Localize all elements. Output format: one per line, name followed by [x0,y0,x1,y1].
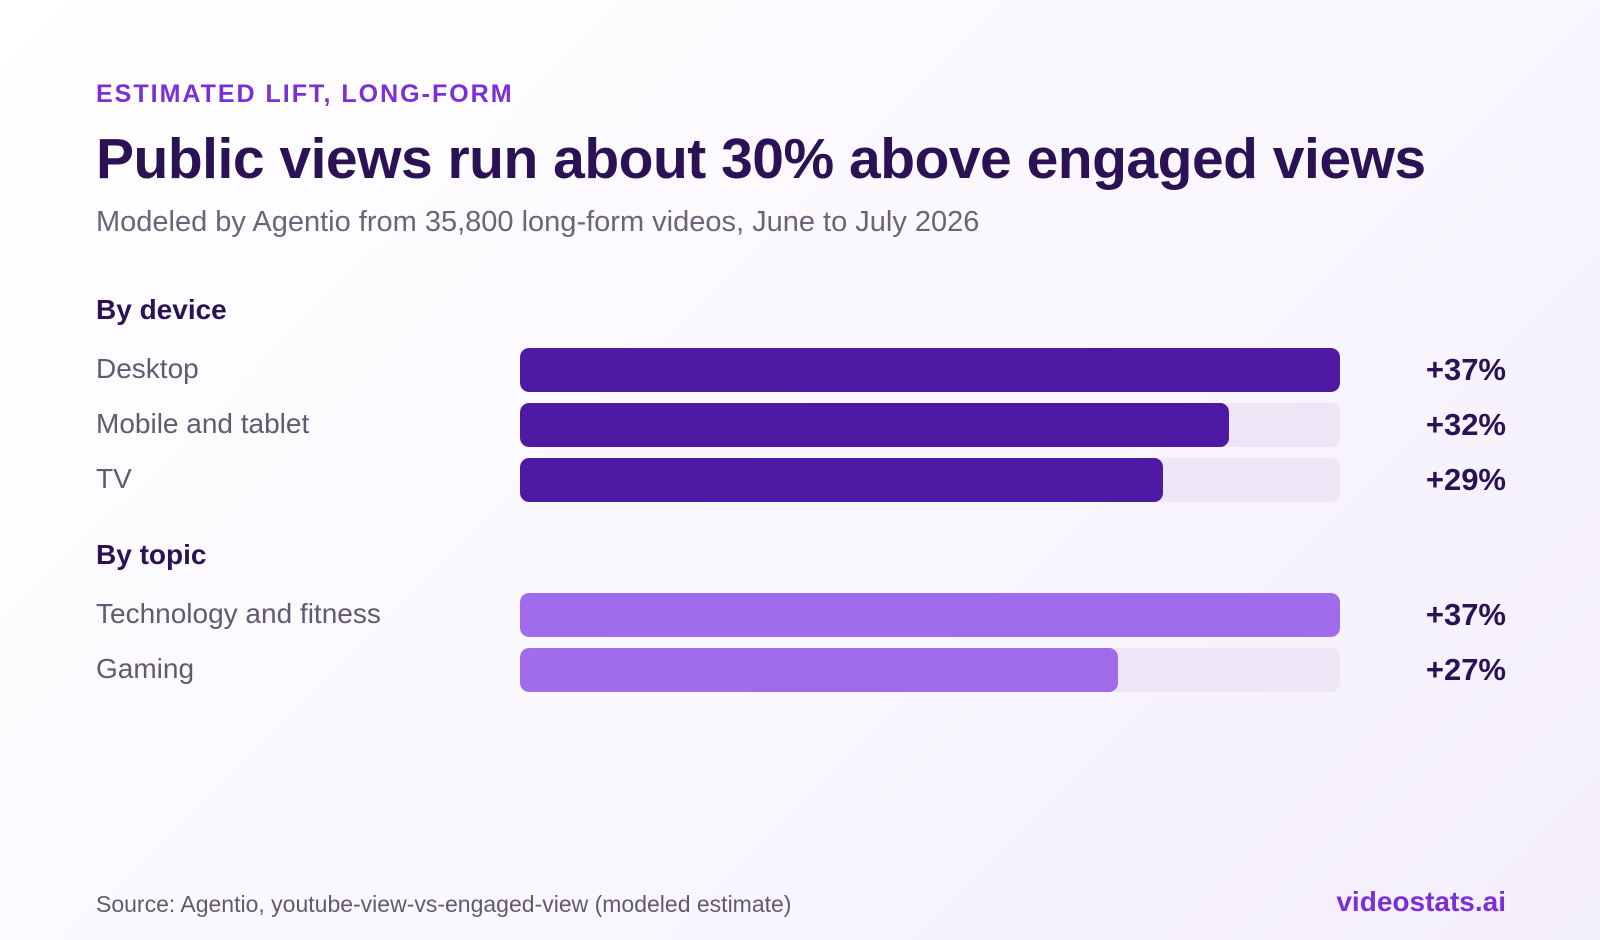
bar-row: Desktop +37% [96,348,1506,392]
bar-row: TV +29% [96,458,1506,502]
bar [520,403,1230,447]
chart-subtitle: Modeled by Agentio from 35,800 long-form… [96,206,980,238]
bar [520,648,1119,692]
brand-logo: videostats.ai [1336,886,1506,917]
bar-track [520,593,1340,637]
bar-label: Technology and fitness [96,598,381,629]
group-title: By topic [96,539,207,570]
bar-label: Mobile and tablet [96,408,310,439]
eyebrow-label: ESTIMATED LIFT, LONG-FORM [96,80,514,108]
bar [520,348,1340,392]
bar-row: Mobile and tablet +32% [96,403,1506,447]
bar [520,458,1163,502]
bar [520,593,1340,637]
bar-value-label: +37% [1425,597,1506,632]
bar-label: Desktop [96,353,199,384]
bar-track [520,348,1340,392]
bar-track [520,458,1340,502]
bar-row: Technology and fitness +37% [96,593,1506,637]
bar-value-label: +29% [1425,462,1506,497]
chart-title: Public views run about 30% above engaged… [96,127,1426,191]
bar-track [520,648,1340,692]
bar-row: Gaming +27% [96,648,1506,692]
bar-label: TV [96,463,132,494]
bar-track [520,403,1340,447]
bar-value-label: +32% [1425,407,1506,442]
bar-label: Gaming [96,653,195,684]
group-title: By device [96,294,227,325]
bar-value-label: +37% [1425,352,1506,387]
source-note: Source: Agentio, youtube-view-vs-engaged… [96,891,792,917]
bar-value-label: +27% [1425,652,1506,687]
